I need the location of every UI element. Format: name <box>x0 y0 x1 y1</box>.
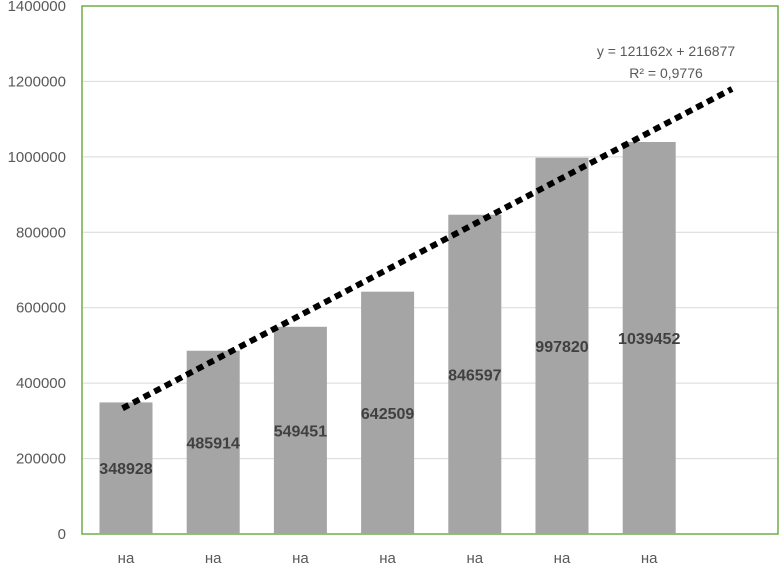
bar <box>448 214 502 535</box>
bar <box>186 350 240 534</box>
trendline <box>121 86 734 411</box>
plot-frame <box>81 5 779 535</box>
y-tick-label: 400000 <box>16 375 66 392</box>
bars <box>99 141 676 535</box>
y-tick-label: 1400000 <box>8 0 66 15</box>
bar <box>361 291 415 534</box>
category-label: на <box>466 550 483 565</box>
bar <box>273 326 327 534</box>
bar <box>622 141 676 535</box>
data-label: 997820 <box>535 339 588 356</box>
category-label: на <box>205 550 222 565</box>
category-label: на <box>641 550 658 565</box>
category-label: на <box>118 550 135 565</box>
category-label: на <box>292 550 309 565</box>
category-label: на <box>554 550 571 565</box>
category-labels: на на на на на на на <box>118 550 658 565</box>
y-tick-label: 600000 <box>16 300 66 317</box>
y-tick-label: 800000 <box>16 224 66 241</box>
data-label: 549451 <box>274 423 327 440</box>
y-tick-label: 1200000 <box>8 73 66 90</box>
data-label: 1039452 <box>618 331 680 348</box>
trendline-r-squared: R² = 0,9776 <box>629 65 703 81</box>
trendline-equation: y = 121162x + 216877 <box>597 43 736 59</box>
data-label: 348928 <box>99 461 152 478</box>
category-label: на <box>379 550 396 565</box>
y-tick-label: 200000 <box>16 451 66 468</box>
data-label: 846597 <box>448 367 501 384</box>
y-axis-ticks: 0 200000 400000 600000 800000 1000000 1200000 1… <box>8 0 66 543</box>
y-tick-label: 1000000 <box>8 149 66 166</box>
data-label: 485914 <box>187 435 240 452</box>
data-label: 642509 <box>361 406 414 423</box>
data-labels: 348928 485914 549451 642509 846597 997820 1039… <box>99 331 680 478</box>
y-tick-label: 0 <box>58 526 66 543</box>
bar <box>99 402 153 534</box>
bar <box>535 157 589 534</box>
